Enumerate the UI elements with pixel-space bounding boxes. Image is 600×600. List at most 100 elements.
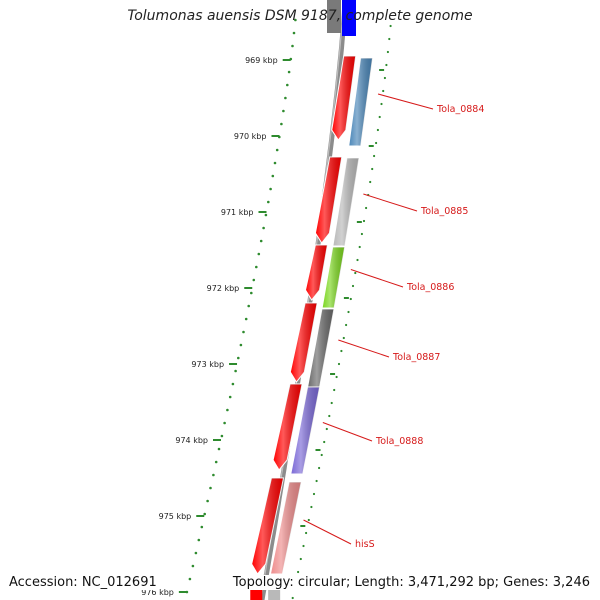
scale-dot <box>312 492 316 496</box>
scale-dot <box>217 447 221 451</box>
gene-block[interactable] <box>327 0 341 33</box>
scale-dot <box>351 284 355 288</box>
scale-dot <box>250 291 253 295</box>
scale-tick-label: 970 kbp <box>234 132 267 141</box>
gene-label-leader <box>377 93 434 110</box>
scale-dot <box>214 460 218 464</box>
scale-dot <box>388 37 391 41</box>
gene-label-leader <box>338 339 390 358</box>
scale-dot <box>380 102 383 106</box>
scale-dot <box>294 18 297 22</box>
scale-dot <box>194 551 198 555</box>
scale-tick-label: 975 kbp <box>159 512 192 521</box>
scale-dot <box>360 232 363 236</box>
scale-dot <box>287 70 291 74</box>
scale-dot <box>389 24 392 28</box>
scale-dot <box>362 219 366 223</box>
scale-dot <box>259 239 263 243</box>
scale-dot <box>280 122 283 126</box>
scale-dot <box>310 505 313 509</box>
scale-dot <box>191 564 195 568</box>
scale-dot <box>385 63 388 67</box>
scale-dot <box>292 31 296 35</box>
scale-dot <box>369 180 372 184</box>
scale-dot <box>318 466 321 470</box>
scale-dot <box>244 317 248 321</box>
scale-dot <box>247 304 250 308</box>
scale-tick-label: 973 kbp <box>191 360 224 369</box>
scale-dot <box>328 414 331 418</box>
scale-dot <box>335 375 338 379</box>
scale-dot <box>286 83 289 87</box>
scale-dot <box>323 440 326 444</box>
scale-dot <box>264 213 268 217</box>
genome-summary: Topology: circular; Length: 3,471,292 bp… <box>230 575 592 590</box>
scale-dot <box>267 200 270 204</box>
gene-label[interactable]: Tola_0887 <box>392 352 440 363</box>
scale-dot <box>220 434 224 438</box>
scale-dot <box>340 349 343 353</box>
scale-dot <box>375 141 378 145</box>
scale-dot <box>282 109 285 113</box>
scale-dot <box>371 167 374 171</box>
scale-dot <box>337 362 341 366</box>
scale-dot <box>386 50 389 54</box>
scale-dot <box>342 336 345 340</box>
gene-label-leader <box>363 193 418 212</box>
scale-tick-label: 976 kbp <box>141 588 174 597</box>
scale-dot <box>330 401 333 405</box>
gene-label[interactable]: hisS <box>355 539 375 550</box>
scale-dot <box>206 499 209 503</box>
gene-label[interactable]: Tola_0888 <box>375 436 423 447</box>
scale-dot <box>188 577 192 581</box>
scale-dot <box>203 512 206 516</box>
scale-dot <box>291 596 294 600</box>
gene-block[interactable] <box>342 0 356 36</box>
scale-dot <box>291 44 294 48</box>
scale-dot <box>237 356 240 360</box>
scale-dot <box>223 421 226 425</box>
gene-label[interactable]: Tola_0885 <box>420 206 468 217</box>
scale-tick-label: 969 kbp <box>245 56 278 65</box>
scale-dot <box>231 382 235 386</box>
scale-dot <box>349 297 352 301</box>
accession-text: Accession: NC_012691 <box>7 575 159 590</box>
scale-dot <box>269 187 272 191</box>
scale-dot <box>382 89 385 93</box>
scale-dot <box>275 148 279 152</box>
scale-dot <box>376 128 379 132</box>
scale-dot <box>242 330 245 334</box>
scale-dot <box>354 271 357 275</box>
scale-dot <box>262 226 265 230</box>
gene-label[interactable]: Tola_0884 <box>436 104 484 115</box>
scale-dot <box>345 323 348 327</box>
scale-dot <box>252 278 256 282</box>
scale-dot <box>209 486 212 490</box>
scale-dot <box>347 310 350 314</box>
scale-dot <box>234 369 237 373</box>
scale-dot <box>358 245 361 249</box>
scale-dot <box>212 473 215 477</box>
scale-dot <box>302 544 305 548</box>
scale-dot <box>254 265 258 269</box>
scale-dot <box>297 570 300 574</box>
scale-dot <box>239 343 243 347</box>
gene-label-leader <box>350 269 404 288</box>
scale-dot <box>383 76 386 80</box>
gene-label-leader <box>303 519 352 545</box>
scale-dot <box>333 388 336 392</box>
scale-dot <box>356 258 359 262</box>
scale-dot <box>325 427 328 431</box>
gene-label-leader <box>322 422 373 442</box>
scale-dot <box>365 206 368 210</box>
scale-dot <box>284 96 287 100</box>
scale-dot <box>273 161 277 165</box>
gene-label[interactable]: Tola_0886 <box>406 282 454 293</box>
scale-dot <box>226 408 229 412</box>
scale-dot <box>299 557 302 561</box>
scale-dot <box>200 525 204 529</box>
scale-dot <box>373 154 376 158</box>
map-title: Tolumonas auensis DSM 9187, complete gen… <box>127 8 473 24</box>
scale-dot <box>271 174 275 178</box>
scale-dot <box>320 453 323 457</box>
